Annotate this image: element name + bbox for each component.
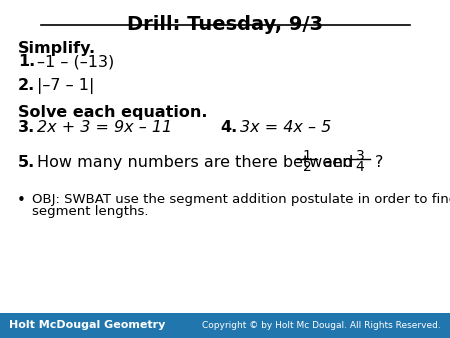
Text: Drill: Tuesday, 9/3: Drill: Tuesday, 9/3 (127, 15, 323, 34)
Text: Holt McDougal Geometry: Holt McDougal Geometry (9, 320, 166, 331)
Text: •: • (17, 193, 26, 208)
Text: 1.: 1. (18, 54, 35, 69)
Text: 3.: 3. (18, 120, 35, 135)
Text: ?: ? (374, 155, 383, 170)
Text: segment lengths.: segment lengths. (32, 205, 149, 218)
Text: 4.: 4. (220, 120, 238, 135)
Text: 2: 2 (303, 160, 312, 173)
Text: 3x = 4x – 5: 3x = 4x – 5 (240, 120, 331, 135)
Text: 2.: 2. (18, 78, 35, 93)
Text: 1: 1 (303, 149, 312, 163)
Text: 2x + 3 = 9x – 11: 2x + 3 = 9x – 11 (37, 120, 172, 135)
Text: How many numbers are there between: How many numbers are there between (37, 155, 353, 170)
Text: 4: 4 (356, 160, 364, 173)
Text: 3: 3 (356, 149, 364, 163)
Text: –1 – (–13): –1 – (–13) (37, 54, 115, 69)
Text: OBJ: SWBAT use the segment addition postulate in order to find: OBJ: SWBAT use the segment addition post… (32, 193, 450, 206)
Text: and: and (323, 155, 354, 170)
Text: Simplify.: Simplify. (18, 41, 96, 55)
Text: Solve each equation.: Solve each equation. (18, 105, 207, 120)
Text: |–7 – 1|: |–7 – 1| (37, 78, 94, 94)
Text: Copyright © by Holt Mc Dougal. All Rights Reserved.: Copyright © by Holt Mc Dougal. All Right… (202, 321, 441, 330)
Bar (0, 313, 450, 338)
Text: 5.: 5. (18, 155, 35, 170)
